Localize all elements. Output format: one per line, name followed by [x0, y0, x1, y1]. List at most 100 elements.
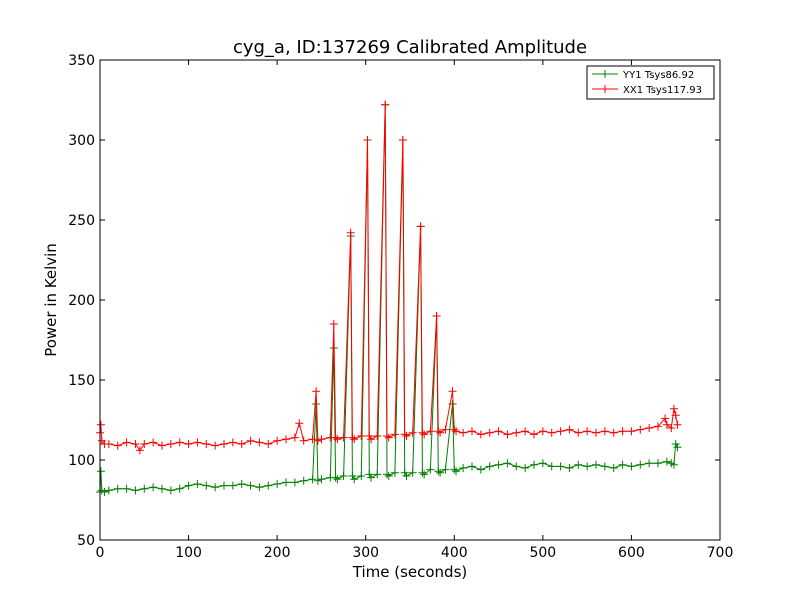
- data-point: [618, 427, 627, 436]
- data-point: [237, 480, 246, 488]
- data-point: [434, 427, 443, 436]
- y-tick-label: 150: [68, 373, 95, 389]
- data-point: [228, 481, 237, 490]
- plot-area: [96, 100, 682, 496]
- x-axis-label: Time (seconds): [352, 563, 468, 581]
- data-point: [662, 420, 671, 429]
- data-point: [290, 433, 299, 442]
- data-point: [459, 428, 468, 437]
- y-axis: 50 100 150 200 250 300 350: [68, 53, 720, 549]
- data-point: [538, 427, 547, 436]
- data-point: [290, 478, 299, 487]
- y-tick-label: 100: [68, 453, 95, 469]
- data-point: [202, 440, 211, 448]
- data-point: [184, 440, 193, 448]
- data-point: [418, 468, 427, 477]
- data-point: [556, 462, 565, 471]
- data-point: [426, 465, 435, 474]
- data-point: [308, 435, 317, 444]
- data-point: [627, 462, 636, 471]
- data-point: [662, 457, 671, 466]
- data-point: [339, 472, 348, 480]
- data-point: [346, 228, 355, 237]
- data-point: [556, 427, 565, 436]
- x-axis: 0 100 200 300 400 500 600 700: [96, 60, 734, 561]
- legend-marker: [601, 70, 609, 78]
- data-point: [600, 427, 609, 436]
- data-point: [350, 475, 359, 484]
- data-point: [228, 438, 237, 447]
- data-point: [113, 484, 122, 493]
- data-point: [348, 433, 357, 442]
- data-point: [122, 484, 131, 493]
- data-point: [363, 136, 372, 144]
- data-point: [538, 459, 547, 468]
- legend: YY1 Tsys86.92 XX1 Tsys117.93: [586, 65, 715, 100]
- data-point: [331, 433, 340, 442]
- data-point: [441, 465, 450, 474]
- data-point: [96, 467, 105, 476]
- data-point: [636, 425, 645, 434]
- data-point: [565, 464, 574, 472]
- data-point: [418, 428, 427, 437]
- data-point: [331, 473, 340, 482]
- data-point: [530, 430, 538, 439]
- data-point: [574, 460, 583, 469]
- data-point: [382, 432, 391, 440]
- data-point: [390, 430, 399, 439]
- data-point: [104, 440, 113, 448]
- data-point: [673, 443, 682, 452]
- data-point: [402, 472, 411, 480]
- data-point: [434, 467, 443, 476]
- data-point: [202, 481, 211, 490]
- data-point: [220, 481, 228, 490]
- data-point: [436, 468, 445, 477]
- data-point: [450, 465, 459, 474]
- data-point: [408, 468, 417, 477]
- data-point: [131, 440, 140, 448]
- data-point: [448, 387, 457, 396]
- data-point: [158, 484, 166, 493]
- data-point: [140, 484, 149, 493]
- data-point: [211, 483, 220, 492]
- data-point: [390, 468, 399, 477]
- data-point: [512, 428, 521, 437]
- data-point: [329, 320, 338, 328]
- data-point: [673, 420, 682, 429]
- data-point: [367, 473, 376, 482]
- plot-frame: [99, 59, 721, 541]
- data-point: [373, 470, 382, 479]
- data-point: [166, 486, 175, 495]
- data-point: [299, 476, 308, 485]
- data-point: [135, 446, 144, 455]
- x-tick-label: 700: [707, 545, 734, 561]
- data-point: [313, 436, 322, 445]
- x-tick-label: 600: [618, 545, 645, 561]
- data-point: [654, 459, 662, 468]
- data-point: [140, 440, 149, 448]
- data-point: [273, 480, 282, 488]
- data-point: [503, 459, 512, 468]
- data-point: [592, 460, 600, 469]
- data-point: [400, 468, 409, 477]
- data-point: [452, 427, 461, 436]
- x-tick-label: 100: [175, 545, 202, 561]
- data-point: [669, 404, 678, 413]
- series-0: [96, 100, 682, 496]
- data-point: [96, 420, 105, 429]
- chart-title: cyg_a, ID:137269 Calibrated Amplitude: [233, 37, 587, 58]
- data-point: [282, 478, 290, 487]
- data-point: [246, 481, 255, 490]
- x-tick-label: 400: [441, 545, 468, 561]
- data-point: [452, 467, 461, 476]
- data-point: [671, 440, 680, 448]
- data-point: [122, 438, 131, 447]
- data-point: [494, 460, 503, 469]
- data-point: [357, 472, 366, 480]
- data-point: [609, 464, 618, 472]
- data-point: [348, 472, 357, 480]
- data-point: [373, 432, 382, 440]
- data-point: [583, 427, 592, 436]
- x-tick-label: 300: [352, 545, 379, 561]
